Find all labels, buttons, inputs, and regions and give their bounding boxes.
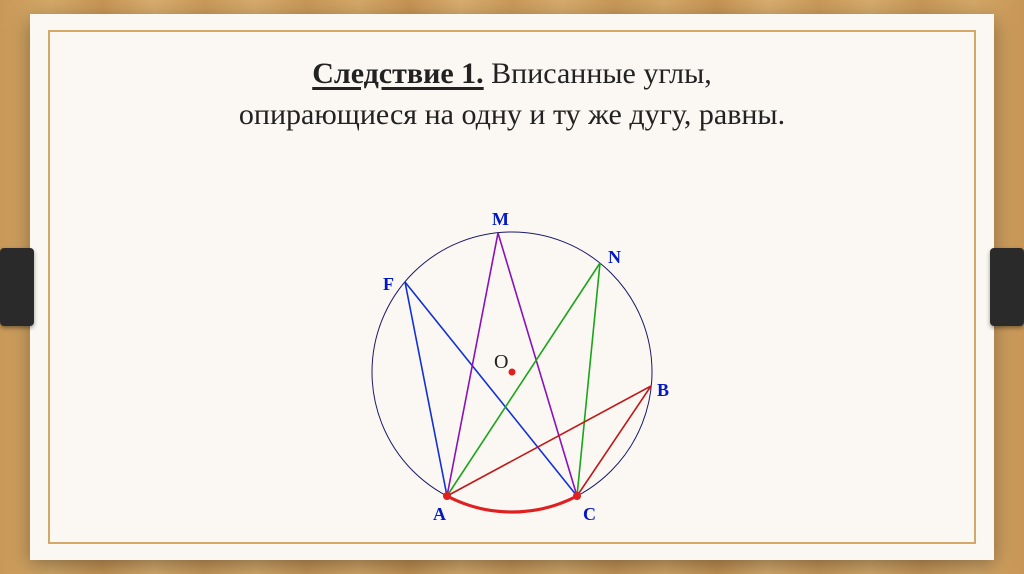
point-label-C: C [583, 504, 596, 524]
geometry-diagram: A C F M N B О [312, 202, 712, 547]
point-label-B: B [657, 380, 669, 400]
point-label-M: M [492, 209, 509, 229]
title-line2: опирающиеся на одну и ту же дугу, равны. [239, 98, 785, 131]
binder-clip-right-icon [990, 248, 1024, 326]
center-label: О [494, 351, 508, 373]
binder-clip-left-icon [0, 248, 34, 326]
point-label-F: F [383, 274, 394, 294]
circle-svg: A C F M N B О [312, 202, 712, 542]
point-label-N: N [608, 247, 621, 267]
title-bold: Следствие 1. [312, 57, 483, 90]
title-block: Следствие 1. Вписанные углы, опирающиеся… [50, 32, 974, 135]
slide-frame: Следствие 1. Вписанные углы, опирающиеся… [48, 30, 976, 544]
slide-card: Следствие 1. Вписанные углы, опирающиеся… [30, 14, 994, 560]
point-label-A: A [433, 504, 446, 524]
title-rest1: Вписанные углы, [484, 57, 712, 90]
